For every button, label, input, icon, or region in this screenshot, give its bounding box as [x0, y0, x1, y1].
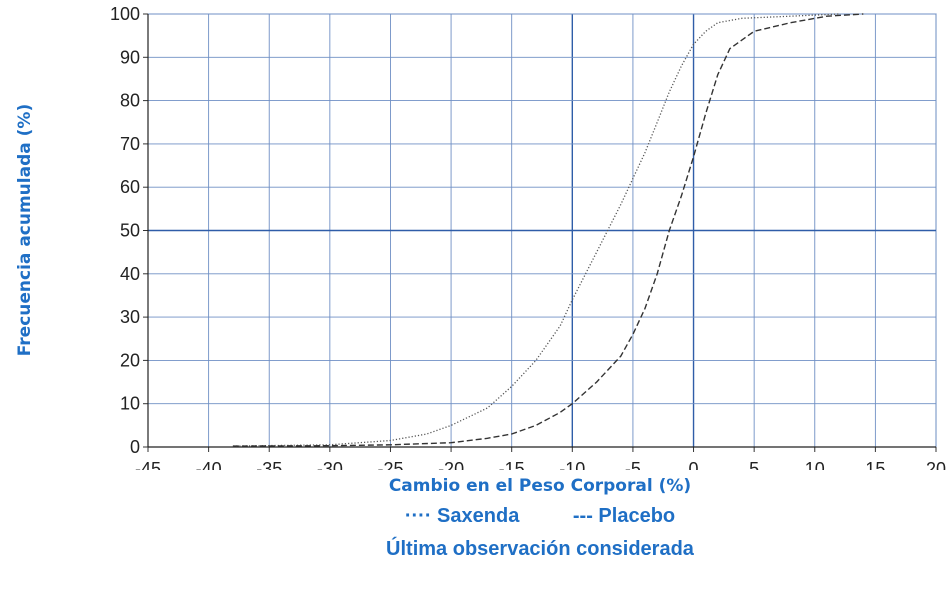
x-tick-label: -30 — [317, 459, 343, 470]
y-tick-label: 50 — [120, 221, 140, 241]
y-tick-label: 30 — [120, 307, 140, 327]
x-tick-label: 5 — [749, 459, 759, 470]
x-axis-label: Cambio en el Peso Corporal (%) — [388, 476, 692, 496]
y-tick-label: 60 — [120, 177, 140, 197]
grid — [143, 13, 937, 452]
series-line-placebo — [232, 13, 864, 447]
x-tick-label: 10 — [805, 459, 825, 470]
series-line-saxenda — [232, 13, 840, 447]
y-tick-label: 20 — [120, 350, 140, 370]
x-tick-label: 20 — [926, 459, 946, 470]
x-tick-label: -40 — [196, 459, 222, 470]
x-tick-label: -15 — [499, 459, 525, 470]
y-tick-label: 90 — [120, 47, 140, 67]
x-tick-label: -20 — [438, 459, 464, 470]
y-tick-label: 70 — [120, 134, 140, 154]
x-tick-label: -35 — [256, 459, 282, 470]
legend-item-placebo: --- Placebo — [572, 505, 676, 527]
series-lines — [232, 13, 864, 447]
y-tick-label: 10 — [120, 394, 140, 414]
y-tick-label: 40 — [120, 264, 140, 284]
legend-item-saxenda: ···· Saxenda — [404, 505, 520, 527]
y-tick-label: 100 — [110, 4, 140, 24]
x-tick-label: -25 — [377, 459, 403, 470]
x-tick-label: -45 — [135, 459, 161, 470]
legend: ···· Saxenda --- Placebo — [290, 505, 790, 528]
x-tick-label: 0 — [689, 459, 699, 470]
x-tick-label: -5 — [625, 459, 641, 470]
y-axis-label: Frecuencia acumulada (%) — [15, 103, 36, 357]
y-tick-label: 0 — [130, 437, 140, 457]
chart: -45 -40 -35 -30 -25 -20 -15 -10 -5 0 5 10 15 20 0 10 20 3… — [110, 4, 946, 470]
y-tick-label: 80 — [120, 91, 140, 111]
x-tick-label: 15 — [865, 459, 885, 470]
tick-labels: -45 -40 -35 -30 -25 -20 -15 -10 -5 0 5 10 15 20 0 10 20 3… — [110, 4, 946, 470]
chart-note: Última observación considerada — [386, 538, 694, 560]
y-axis-label-container: Frecuencia acumulada (%) — [10, 30, 40, 430]
x-tick-label: -10 — [559, 459, 585, 470]
